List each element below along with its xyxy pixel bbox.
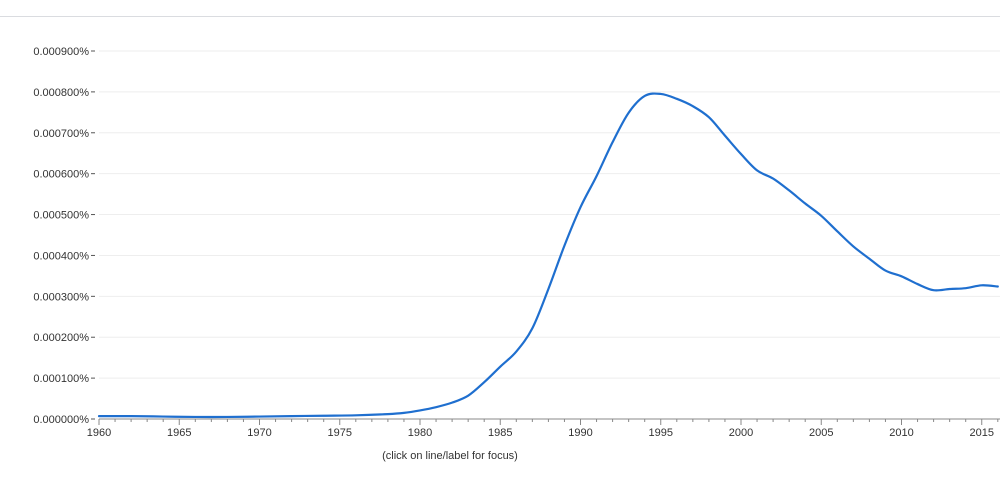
x-tick-label: 2015	[970, 427, 994, 439]
x-tick-label: 1990	[568, 427, 592, 439]
x-tick-label: 1965	[167, 427, 191, 439]
x-tick-label: 1960	[87, 427, 111, 439]
series-layer[interactable]	[97, 92, 999, 419]
x-tick-label: 1980	[408, 427, 432, 439]
series-line[interactable]	[97, 92, 999, 419]
x-tick-label: 1985	[488, 427, 512, 439]
gridlines	[99, 50, 1000, 420]
y-tick-label: 0.000200%	[33, 332, 89, 344]
x-tick-label: 1970	[247, 427, 271, 439]
x-tick-label: 2010	[889, 427, 913, 439]
y-tick-label: 0.000900%	[33, 46, 89, 58]
axes: 0.000000% 0.000100% 0.000200% 0.000300% 0.00…	[33, 46, 1000, 439]
y-tick-label: 0.000700%	[33, 128, 89, 140]
focus-hint: (click on line/label for focus)	[382, 450, 518, 462]
x-tick-label: 2000	[729, 427, 753, 439]
top-divider	[0, 16, 1000, 17]
y-tick-label: 0.000500%	[33, 210, 89, 222]
y-tick-label: 0.000300%	[33, 291, 89, 303]
y-tick-label: 0.000800%	[33, 87, 89, 99]
x-tick-label: 1995	[649, 427, 673, 439]
y-tick-label: 0.000100%	[33, 373, 89, 385]
x-tick-label: 1975	[328, 427, 352, 439]
x-tick-label: 2005	[809, 427, 833, 439]
y-tick-label: 0.000600%	[33, 169, 89, 181]
y-tick-label: 0.000400%	[33, 250, 89, 262]
y-tick-label: 0.000000%	[33, 414, 89, 426]
